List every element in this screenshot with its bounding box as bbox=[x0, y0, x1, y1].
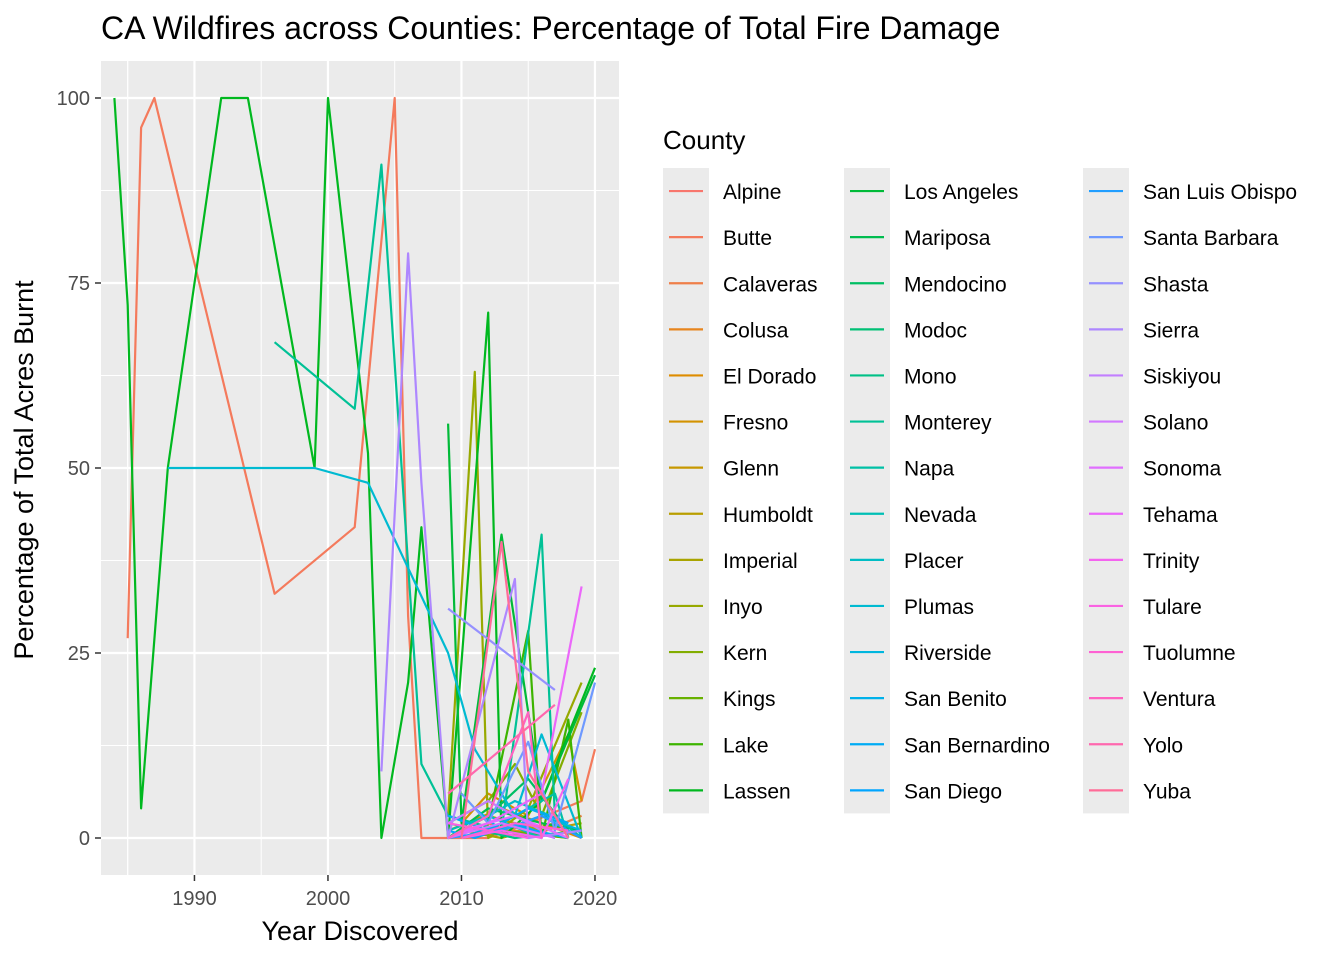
series-line-los-angeles bbox=[447, 423, 597, 825]
legend-label: Shasta bbox=[1143, 273, 1209, 296]
legend-label: Solano bbox=[1143, 412, 1208, 435]
legend-label: Humboldt bbox=[723, 504, 813, 527]
series-line-siskiyou bbox=[447, 799, 543, 832]
y-tick-label: 25 bbox=[68, 643, 90, 665]
legend-label: Yolo bbox=[1143, 734, 1183, 757]
plot-lines bbox=[113, 96, 597, 840]
legend-label: Tuolumne bbox=[1143, 642, 1236, 665]
series-line-plumas bbox=[167, 466, 583, 839]
x-tick-label: 2020 bbox=[573, 888, 618, 910]
legend-items: Alpine Butte Calaveras Colusa El Dorado Fresn… bbox=[663, 168, 1297, 814]
legend-label: Glenn bbox=[723, 458, 779, 481]
legend-label: Sierra bbox=[1143, 319, 1199, 342]
legend-label: San Diego bbox=[904, 780, 1002, 803]
legend-label: Lassen bbox=[723, 780, 791, 803]
y-axis-title: Percentage of Total Acres Burnt bbox=[9, 280, 39, 660]
series-line-butte bbox=[126, 96, 597, 840]
legend-label: Alpine bbox=[723, 181, 781, 204]
series-line-shasta bbox=[447, 607, 556, 691]
legend-label: Santa Barbara bbox=[1143, 227, 1279, 250]
legend-label: Butte bbox=[723, 227, 772, 250]
legend-key-background bbox=[663, 168, 709, 814]
chart-title: CA Wildfires across Counties: Percentage… bbox=[101, 10, 1000, 46]
legend-label: Siskiyou bbox=[1143, 365, 1221, 388]
legend-label: Yuba bbox=[1143, 780, 1191, 803]
legend-title: County bbox=[663, 125, 745, 155]
y-tick-label: 100 bbox=[57, 88, 90, 110]
series-line-san-bernardino bbox=[447, 807, 569, 832]
series-line-ventura bbox=[447, 711, 543, 839]
series-line-tehama bbox=[447, 586, 583, 840]
legend-label: Imperial bbox=[723, 550, 798, 573]
legend-label: Trinity bbox=[1143, 550, 1200, 573]
legend-label: Fresno bbox=[723, 412, 788, 435]
legend-label: Placer bbox=[904, 550, 964, 573]
series-line-lassen bbox=[113, 96, 597, 840]
legend-label: Lake bbox=[723, 734, 769, 757]
legend-label: Inyo bbox=[723, 596, 763, 619]
series-line-yuba bbox=[460, 540, 570, 839]
y-tick-label: 0 bbox=[79, 828, 90, 850]
legend-label: Mono bbox=[904, 365, 957, 388]
y-tick-label: 50 bbox=[68, 458, 90, 480]
legend-label: Riverside bbox=[904, 642, 992, 665]
x-axis: 1990 2000 2010 2020 bbox=[172, 875, 617, 910]
x-tick-label: 2000 bbox=[306, 888, 351, 910]
legend-label: San Bernardino bbox=[904, 734, 1050, 757]
legend-label: Colusa bbox=[723, 319, 789, 342]
legend-label: Mariposa bbox=[904, 227, 991, 250]
legend-label: Napa bbox=[904, 458, 955, 481]
legend-label: Ventura bbox=[1143, 688, 1216, 711]
legend: County Alpine Butte Calaveras Colusa El Dora… bbox=[663, 125, 1297, 814]
x-tick-label: 2010 bbox=[439, 888, 484, 910]
legend-label: Modoc bbox=[904, 319, 967, 342]
legend-label: Tehama bbox=[1143, 504, 1218, 527]
legend-label: Los Angeles bbox=[904, 181, 1018, 204]
x-tick-label: 1990 bbox=[172, 888, 217, 910]
legend-label: Kings bbox=[723, 688, 776, 711]
legend-label: Sonoma bbox=[1143, 458, 1222, 481]
legend-label: Monterey bbox=[904, 412, 992, 435]
legend-label: El Dorado bbox=[723, 365, 816, 388]
legend-label: Nevada bbox=[904, 504, 977, 527]
legend-key-background bbox=[844, 168, 890, 814]
y-axis: 0 25 50 75 100 bbox=[57, 88, 101, 850]
legend-label: Mendocino bbox=[904, 273, 1007, 296]
series-line-yolo bbox=[447, 703, 556, 795]
legend-label: San Benito bbox=[904, 688, 1007, 711]
legend-label: Kern bbox=[723, 642, 767, 665]
legend-label: Plumas bbox=[904, 596, 974, 619]
legend-label: Calaveras bbox=[723, 273, 818, 296]
series-line-trinity bbox=[461, 778, 570, 840]
legend-label: Tulare bbox=[1143, 596, 1202, 619]
series-line-solano bbox=[447, 822, 556, 840]
legend-key-background bbox=[1083, 168, 1129, 814]
x-axis-title: Year Discovered bbox=[261, 916, 458, 946]
series-line-tuolumne bbox=[461, 822, 569, 840]
legend-label: San Luis Obispo bbox=[1143, 181, 1297, 204]
y-tick-label: 75 bbox=[68, 273, 90, 295]
